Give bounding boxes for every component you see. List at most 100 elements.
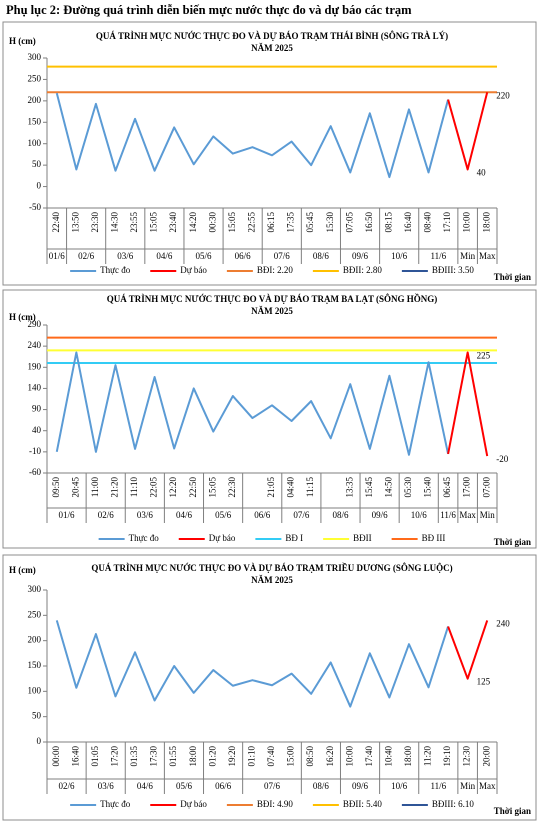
y-tick-label: 190 <box>28 361 42 371</box>
y-axis-label: H (cm) <box>9 565 36 575</box>
y-tick-label: 100 <box>28 138 42 148</box>
x-tick-label: 21:20 <box>110 477 120 498</box>
x-tick-label: 23:55 <box>129 212 139 233</box>
date-label: 05/6 <box>215 510 232 520</box>
x-axis-label: Thời gian <box>494 806 531 816</box>
x-tick-label: 17:10 <box>442 212 452 233</box>
x-tick-label: 10:00 <box>344 746 354 767</box>
x-tick-label: 15:05 <box>227 212 237 233</box>
x-tick-label: 22:30 <box>227 477 237 498</box>
x-tick-label: 14:20 <box>188 212 198 233</box>
date-label: Max <box>479 251 496 261</box>
x-tick-label: 05:45 <box>305 212 315 233</box>
y-tick-label: 50 <box>32 711 42 721</box>
legend: Thực đo Dự báo BĐI: 2.20 BĐII: 2.80 BĐIII: 3… <box>70 265 474 275</box>
x-tick-label: 17:00 <box>462 477 472 498</box>
y-tick-label: 0 <box>37 736 42 746</box>
x-tick-label: 19:10 <box>442 746 452 767</box>
legend-label: BĐII <box>353 533 372 543</box>
date-label: 09/6 <box>372 510 389 520</box>
date-label: Max <box>479 781 496 791</box>
chart-frame <box>2 289 537 549</box>
date-label: 11/6 <box>430 251 446 261</box>
x-tick-label: 01:55 <box>168 746 178 767</box>
date-label: 02/6 <box>59 781 76 791</box>
date-label: 05/6 <box>196 251 213 261</box>
legend-label: BĐIII: 3.50 <box>432 265 474 275</box>
x-tick-label: 15:00 <box>286 746 296 767</box>
date-label: 01/6 <box>49 251 66 261</box>
data-label: 125 <box>477 677 491 687</box>
x-tick-label: 18:00 <box>481 212 491 233</box>
date-label: 10/6 <box>391 781 408 791</box>
x-tick-label: 18:00 <box>403 746 413 767</box>
date-label: 03/6 <box>117 251 134 261</box>
date-label: 10/6 <box>411 510 428 520</box>
x-tick-label: 13:50 <box>70 212 80 233</box>
x-tick-label: 14:30 <box>110 212 120 233</box>
data-label: 220 <box>496 90 510 100</box>
date-label: 10/6 <box>391 251 408 261</box>
x-tick-label: 12:30 <box>462 746 472 767</box>
x-tick-label: 16:40 <box>403 212 413 233</box>
date-label: Min <box>460 251 476 261</box>
x-tick-label: 17:30 <box>149 746 159 767</box>
chart-frame <box>2 554 537 821</box>
x-tick-label: 12:20 <box>168 477 178 498</box>
y-axis-label: H (cm) <box>9 36 36 46</box>
x-tick-label: 18:00 <box>188 746 198 767</box>
legend-label: BĐIII: 6.10 <box>432 799 474 809</box>
x-tick-label: 05:30 <box>403 477 413 498</box>
x-tick-label: 20:00 <box>481 746 491 767</box>
y-tick-label: 290 <box>28 319 42 329</box>
x-tick-label: 09:50 <box>51 477 61 498</box>
date-label: 07/6 <box>293 510 310 520</box>
date-label: 07/6 <box>274 251 291 261</box>
y-tick-label: 300 <box>28 52 42 62</box>
x-tick-label: 15:05 <box>149 212 159 233</box>
date-label: 08/6 <box>313 251 330 261</box>
date-label: 08/6 <box>332 510 349 520</box>
x-tick-label: 01:20 <box>207 746 217 767</box>
data-label: 240 <box>496 618 510 628</box>
x-tick-label: 14:50 <box>383 477 393 498</box>
date-label: 04/6 <box>176 510 193 520</box>
x-tick-label: 08:40 <box>423 212 433 233</box>
date-label: 09/6 <box>352 781 369 791</box>
chart-title: QUÁ TRÌNH MỰC NƯỚC THỰC ĐO VÀ DỰ BÁO TRẠ… <box>96 31 448 41</box>
y-tick-label: 150 <box>28 660 42 670</box>
series-line <box>55 92 450 179</box>
date-label: 06/6 <box>254 510 271 520</box>
x-tick-label: 15:45 <box>364 477 374 498</box>
series-line <box>447 351 489 457</box>
date-label: 07/6 <box>264 781 281 791</box>
y-tick-label: 150 <box>28 116 42 126</box>
legend: Thực đo Dự báo BĐI: 4.90 BĐII: 5.40 BĐIII: 6… <box>70 799 474 809</box>
x-tick-label: 11:00 <box>90 477 100 498</box>
date-label: 04/6 <box>156 251 173 261</box>
date-label: 08/6 <box>313 781 330 791</box>
date-label: 11/6 <box>440 510 456 520</box>
legend-label: BĐII: 2.80 <box>343 265 382 275</box>
chart-title: QUÁ TRÌNH MỰC NƯỚC THỰC ĐO VÀ DỰ BÁO TRẠ… <box>91 563 452 573</box>
chart-subtitle: NĂM 2025 <box>251 575 293 585</box>
x-tick-label: 15:05 <box>207 477 217 498</box>
x-tick-label: 08:15 <box>383 212 393 233</box>
y-tick-label: 100 <box>28 685 42 695</box>
legend-label: Thực đo <box>100 799 131 809</box>
x-tick-label: 23:30 <box>90 212 100 233</box>
chart-title: QUÁ TRÌNH MỰC NƯỚC THỰC ĐO VÀ DỰ BÁO TRẠ… <box>107 294 438 304</box>
date-label: Min <box>460 781 476 791</box>
x-tick-label: 07:05 <box>344 212 354 233</box>
x-tick-label: 20:45 <box>70 477 80 498</box>
date-label: 03/6 <box>137 510 154 520</box>
x-tick-label: 11:10 <box>129 477 139 498</box>
x-tick-label: 10:40 <box>383 746 393 767</box>
y-tick-label: 200 <box>28 635 42 645</box>
legend-label: Thực đo <box>129 533 160 543</box>
series-line <box>447 92 489 171</box>
x-tick-label: 06:15 <box>266 212 276 233</box>
x-tick-label: 01:05 <box>90 746 100 767</box>
x-tick-label: 17:20 <box>110 746 120 767</box>
